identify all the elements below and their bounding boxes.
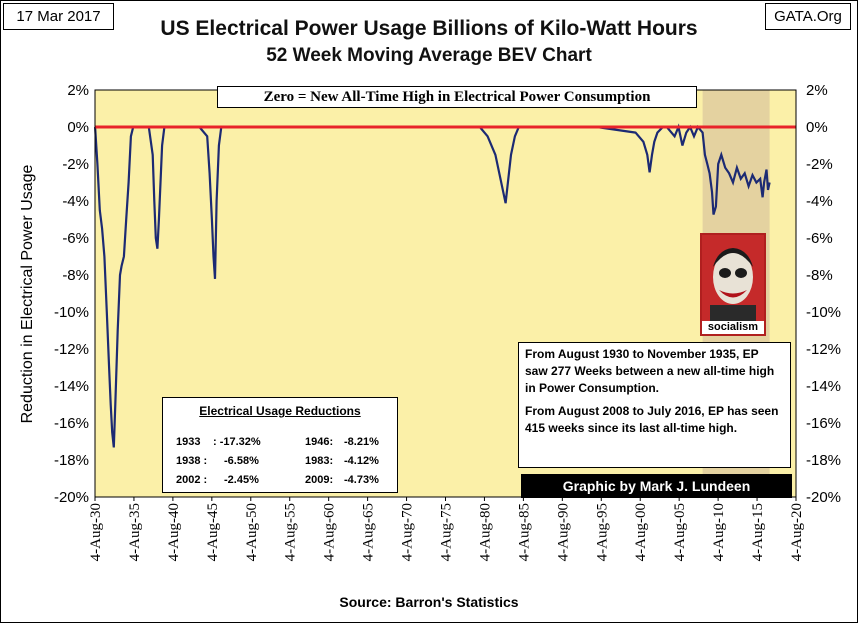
x-tick-label: 4-Aug-90 <box>555 503 571 561</box>
y-tick-label-right: 0% <box>806 119 828 136</box>
photo-caption: socialism <box>702 321 764 334</box>
y-axis-left: 2% 0% -2% -4% -6% -8% -10% -12% -14% -16% -18% -20% <box>54 82 89 506</box>
x-tick-label: 4-Aug-35 <box>127 503 143 561</box>
reduction-year: 1938 : <box>176 455 208 467</box>
x-tick-label: 4-Aug-15 <box>750 503 766 561</box>
y-tick-label-right: -18% <box>806 452 841 469</box>
x-tick-label: 4-Aug-60 <box>322 503 338 561</box>
x-tick-label: 4-Aug-45 <box>205 503 221 561</box>
credit-label: Graphic by Mark J. Lundeen <box>521 474 792 498</box>
site-label: GATA.Org <box>765 3 851 30</box>
y-tick-label-left: -18% <box>54 452 89 469</box>
y-tick-label-left: -4% <box>62 193 89 210</box>
y-tick-label-left: -2% <box>62 156 89 173</box>
y-tick-label-left: -10% <box>54 304 89 321</box>
x-tick-label: 4-Aug-40 <box>166 503 182 561</box>
chart-title: US Electrical Power Usage Billions of Ki… <box>160 17 698 40</box>
info-paragraph-1: From August 1930 to November 1935, EP sa… <box>525 347 775 395</box>
y-tick-label-left: -16% <box>54 415 89 432</box>
y-tick-label-left: -8% <box>62 267 89 284</box>
y-tick-label-left: -14% <box>54 378 89 395</box>
y-tick-label-right: -8% <box>806 267 833 284</box>
y-tick-label-right: -2% <box>806 156 833 173</box>
x-tick-label: 4-Aug-85 <box>516 503 532 561</box>
y-axis-right: 2% 0% -2% -4% -6% -8% -10% -12% -14% -16% -18% -20% <box>806 82 841 506</box>
x-tick-label: 4-Aug-30 <box>88 503 104 561</box>
reduction-value: -6.58% <box>224 455 259 467</box>
y-tick-label-right: 2% <box>806 82 828 99</box>
source-label: Source: Barron's Statistics <box>339 594 519 610</box>
x-tick-label: 4-Aug-55 <box>283 503 299 561</box>
y-tick-label-left: 0% <box>67 119 89 136</box>
y-tick-label-right: -12% <box>806 341 841 358</box>
date-label: 17 Mar 2017 <box>3 3 114 30</box>
y-tick-label-left: -12% <box>54 341 89 358</box>
x-tick-label: 4-Aug-00 <box>633 503 649 561</box>
y-tick-label-left: -20% <box>54 489 89 506</box>
x-tick-label: 4-Aug-20 <box>789 503 805 561</box>
reduction-value: -4.73% <box>344 474 379 486</box>
reduction-year: 1933 <box>176 436 201 448</box>
x-tick-label: 4-Aug-65 <box>361 503 377 561</box>
chart-subtitle: 52 Week Moving Average BEV Chart <box>266 45 592 66</box>
reduction-year: 1946: <box>305 436 334 448</box>
reduction-year: 1983: <box>305 455 334 467</box>
x-tick-label: 4-Aug-75 <box>439 503 455 561</box>
y-tick-label-right: -10% <box>806 304 841 321</box>
info-box: From August 1930 to November 1935, EP sa… <box>518 342 791 468</box>
y-tick-label-right: -20% <box>806 489 841 506</box>
x-tick-label: 4-Aug-50 <box>244 503 260 561</box>
socialism-photo: socialism <box>700 233 766 336</box>
x-tick-label: 4-Aug-80 <box>477 503 493 561</box>
x-tick-label: 4-Aug-95 <box>594 503 610 561</box>
y-tick-label-right: -6% <box>806 230 833 247</box>
x-axis: 4-Aug-30 4-Aug-35 4-Aug-40 4-Aug-45 4-Aug-50… <box>88 497 805 561</box>
y-tick-label-right: -14% <box>806 378 841 395</box>
reduction-value: -4.12% <box>344 455 379 467</box>
reduction-value: -2.45% <box>224 474 259 486</box>
info-paragraph-2: From August 2008 to July 2016, EP has se… <box>525 404 779 435</box>
x-tick-label: 4-Aug-70 <box>400 503 416 561</box>
reduction-value: -8.21% <box>344 436 379 448</box>
reductions-table: Electrical Usage Reductions 1933 : -17.3… <box>162 397 398 493</box>
y-tick-label-left: -6% <box>62 230 89 247</box>
zero-annotation: Zero = New All-Time High in Electrical P… <box>217 86 697 108</box>
x-tick-label: 4-Aug-10 <box>711 503 727 561</box>
y-axis-label: Reduction in Electrical Power Usage <box>19 164 36 424</box>
reductions-title: Electrical Usage Reductions <box>199 404 361 418</box>
reduction-year: 2009: <box>305 474 334 486</box>
x-tick-label: 4-Aug-05 <box>672 503 688 561</box>
y-tick-label-right: -4% <box>806 193 833 210</box>
y-tick-label-right: -16% <box>806 415 841 432</box>
reduction-value: : -17.32% <box>213 436 261 448</box>
y-tick-label-left: 2% <box>67 82 89 99</box>
reduction-year: 2002 : <box>176 474 208 486</box>
face-image <box>702 235 764 321</box>
